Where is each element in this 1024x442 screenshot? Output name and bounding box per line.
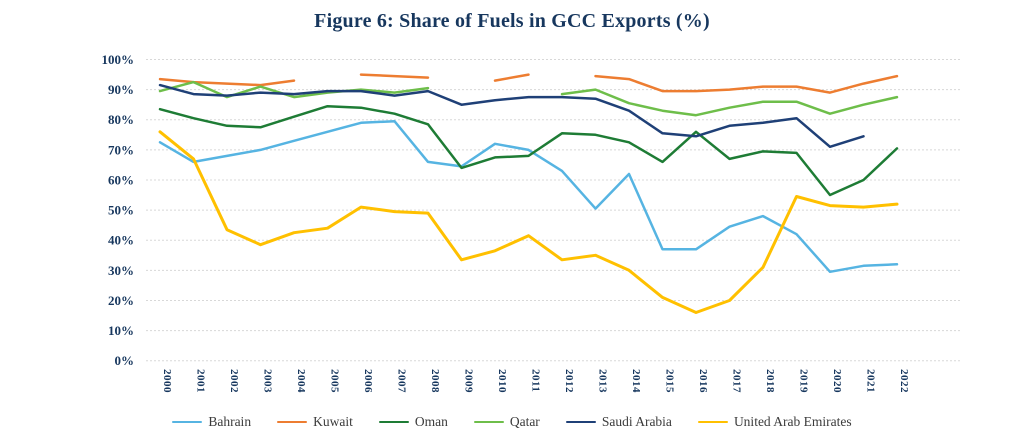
x-tick-2005: 2005 xyxy=(329,369,341,393)
legend-swatch-saudi-arabia xyxy=(565,420,596,424)
legend-label-bahrain: Bahrain xyxy=(208,414,252,429)
legend-item-kuwait: Kuwait xyxy=(277,414,353,430)
y-tick-50pct: 50% xyxy=(108,203,134,218)
series-line-united-arab-emirates xyxy=(158,130,899,314)
legend-swatch-kuwait xyxy=(277,420,308,424)
y-tick-20pct: 20% xyxy=(108,293,134,308)
legend-swatch-bahrain xyxy=(172,420,203,424)
chart-title: Figure 6: Share of Fuels in GCC Exports … xyxy=(314,10,710,32)
legend-item-bahrain: Bahrain xyxy=(172,414,251,430)
x-tick-2022: 2022 xyxy=(898,369,910,393)
x-tick-2018: 2018 xyxy=(764,369,776,393)
legend-label-saudi-arabia: Saudi Arabia xyxy=(601,414,672,429)
legend-item-united-arab-emirates: United Arab Emirates xyxy=(697,414,852,430)
x-tick-2016: 2016 xyxy=(697,369,709,393)
x-tick-2000: 2000 xyxy=(161,369,173,393)
legend-item-saudi-arabia: Saudi Arabia xyxy=(565,414,672,430)
y-tick-30pct: 30% xyxy=(108,263,134,278)
x-tick-2001: 2001 xyxy=(195,369,207,393)
legend-label-oman: Oman xyxy=(414,414,448,429)
x-tick-2021: 2021 xyxy=(865,369,877,393)
legend-label-kuwait: Kuwait xyxy=(313,414,353,429)
y-tick-80pct: 80% xyxy=(108,112,134,127)
x-tick-2003: 2003 xyxy=(262,369,274,393)
chart-legend: Bahrain Kuwait Oman Qatar Saudi Arabia United… xyxy=(0,410,1024,434)
legend-label-united-arab-emirates: United Arab Emirates xyxy=(733,414,852,429)
y-tick-60pct: 60% xyxy=(108,172,134,187)
x-tick-2002: 2002 xyxy=(228,369,240,393)
series-line-bahrain xyxy=(158,119,899,274)
series-line-qatar xyxy=(158,80,899,117)
y-tick-0pct: 0% xyxy=(115,353,135,368)
x-tick-2017: 2017 xyxy=(731,369,743,393)
x-tick-2012: 2012 xyxy=(563,369,575,393)
y-tick-10pct: 10% xyxy=(108,323,134,338)
legend-swatch-united-arab-emirates xyxy=(697,420,728,424)
x-tick-2008: 2008 xyxy=(429,369,441,393)
series-line-saudi-arabia xyxy=(158,83,865,149)
legend-item-oman: Oman xyxy=(378,414,448,430)
y-tick-70pct: 70% xyxy=(108,142,134,157)
x-tick-2011: 2011 xyxy=(530,369,542,392)
series-line-kuwait xyxy=(158,73,899,94)
x-tick-2020: 2020 xyxy=(831,369,843,393)
x-tick-2014: 2014 xyxy=(630,369,642,393)
legend-item-qatar: Qatar xyxy=(473,414,540,430)
x-tick-2013: 2013 xyxy=(597,369,609,393)
x-tick-2015: 2015 xyxy=(664,369,676,393)
x-tick-2006: 2006 xyxy=(362,369,374,393)
x-tick-2019: 2019 xyxy=(798,369,810,393)
y-tick-100pct: 100% xyxy=(102,52,135,67)
x-tick-2004: 2004 xyxy=(295,369,307,393)
y-tick-90pct: 90% xyxy=(108,82,134,97)
legend-swatch-oman xyxy=(378,420,409,424)
series-line-oman xyxy=(158,104,899,197)
legend-label-qatar: Qatar xyxy=(509,414,540,429)
legend-swatch-qatar xyxy=(473,420,504,424)
x-tick-2009: 2009 xyxy=(463,369,475,393)
y-tick-40pct: 40% xyxy=(108,233,134,248)
x-tick-2007: 2007 xyxy=(396,369,408,393)
x-tick-2010: 2010 xyxy=(496,369,508,393)
